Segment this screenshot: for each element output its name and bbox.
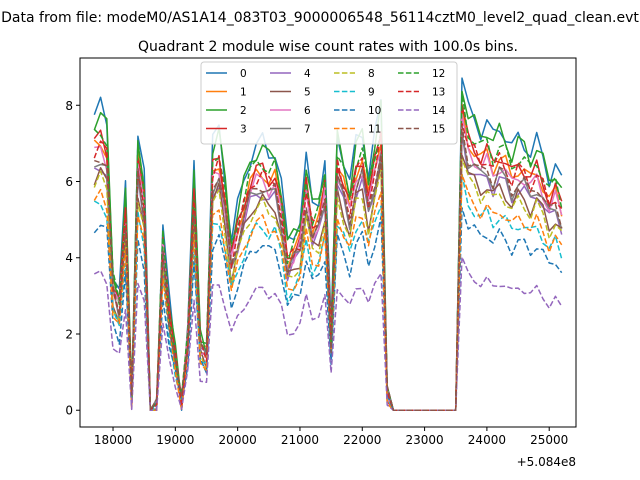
x-tick-label: 25000 xyxy=(530,433,568,447)
chart-title: Quadrant 2 module wise count rates with … xyxy=(138,39,518,55)
series-line-13 xyxy=(93,122,563,411)
legend-label-8: 8 xyxy=(368,68,375,80)
legend-box xyxy=(200,61,458,145)
x-tick-label: 19000 xyxy=(156,433,194,447)
x-tick-label: 21000 xyxy=(281,433,319,447)
legend-label-9: 9 xyxy=(368,87,375,99)
legend-label-7: 7 xyxy=(304,124,311,136)
series-line-12 xyxy=(93,90,563,411)
x-tick-label: 20000 xyxy=(219,433,257,447)
legend-label-10: 10 xyxy=(368,105,381,117)
x-axis: 18000 19000 20000 21000 22000 23000 24000 25000 xyxy=(94,427,568,447)
legend-label-14: 14 xyxy=(432,105,446,117)
y-tick-label: 2 xyxy=(65,327,73,341)
figure-suptitle: Data from file: modeM0/AS1A14_083T03_900… xyxy=(1,10,639,26)
legend-label-12: 12 xyxy=(432,68,445,80)
x-tick-label: 24000 xyxy=(468,433,506,447)
y-tick-label: 0 xyxy=(65,404,73,418)
legend-label-4: 4 xyxy=(304,68,311,80)
y-tick-label: 6 xyxy=(65,175,73,189)
legend-label-15: 15 xyxy=(432,124,445,136)
x-tick-label: 18000 xyxy=(94,433,132,447)
plot-frame xyxy=(79,57,577,428)
series-layer xyxy=(93,77,563,411)
x-tick-label: 22000 xyxy=(343,433,381,447)
series-line-15 xyxy=(94,125,563,411)
series-line-14 xyxy=(93,256,563,411)
y-tick-label: 4 xyxy=(65,251,73,265)
legend-label-13: 13 xyxy=(432,87,445,99)
legend-label-3: 3 xyxy=(240,124,247,136)
legend-label-0: 0 xyxy=(240,68,247,80)
legend-label-2: 2 xyxy=(240,105,247,117)
legend-label-1: 1 xyxy=(240,87,247,99)
y-tick-label: 8 xyxy=(65,99,73,113)
y-axis: 0 2 4 6 8 xyxy=(65,99,80,418)
legend-label-11: 11 xyxy=(368,124,381,136)
x-tick-label: 23000 xyxy=(405,433,443,447)
legend-label-5: 5 xyxy=(304,87,311,99)
x-offset-label: +5.084e8 xyxy=(517,455,576,469)
legend-label-6: 6 xyxy=(304,105,311,117)
series-line-10 xyxy=(93,207,563,411)
